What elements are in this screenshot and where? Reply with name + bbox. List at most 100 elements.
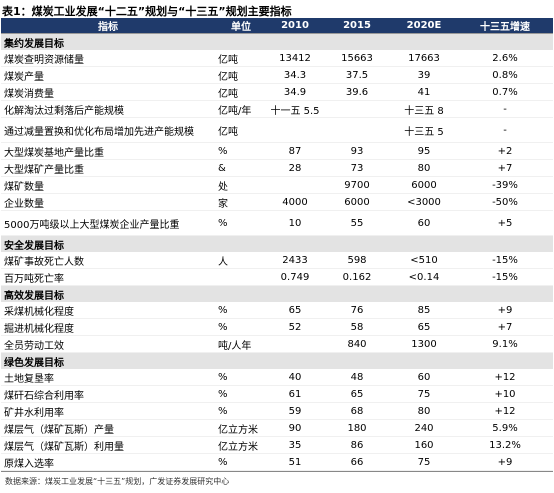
cell: +12	[457, 402, 553, 420]
cell: 59	[267, 402, 323, 420]
cell	[267, 117, 323, 143]
cell: 亿立方米	[215, 436, 267, 454]
cell: -	[457, 100, 553, 118]
cell: 大型煤炭基地产量比重	[1, 142, 215, 160]
cell: 掘进机械化程度	[1, 318, 215, 336]
data-row: 大型煤矿产量比重 & 28 73 80 +7	[1, 159, 553, 177]
cell: -15%	[457, 268, 553, 286]
cell: 34.9	[267, 83, 323, 101]
cell: 61	[267, 385, 323, 403]
cell: 60	[391, 210, 457, 236]
cell: 0.8%	[457, 66, 553, 84]
cell: 180	[323, 419, 391, 437]
cell: 65	[391, 318, 457, 336]
cell: %	[215, 385, 267, 403]
cell: 2433	[267, 252, 323, 269]
cell: -	[457, 117, 553, 143]
cell: 5000万吨级以上大型煤炭企业产量比重	[1, 210, 215, 236]
section-row: 集约发展目标	[1, 33, 553, 50]
section-title: 集约发展目标	[1, 33, 553, 50]
header-cell: 单位	[215, 18, 267, 34]
cell: 煤炭消费量	[1, 83, 215, 101]
data-row: 煤炭消费量 亿吨 34.9 39.6 41 0.7%	[1, 83, 553, 101]
cell: 66	[323, 453, 391, 471]
cell: 家	[215, 193, 267, 211]
section-title: 高效发展目标	[1, 285, 553, 302]
cell: 17663	[391, 50, 457, 67]
cell: 75	[391, 453, 457, 471]
cell	[323, 100, 391, 118]
cell: 40	[267, 369, 323, 386]
cell: -50%	[457, 193, 553, 211]
cell: 39	[391, 66, 457, 84]
cell	[215, 268, 267, 286]
cell: 煤层气（煤矿瓦斯）利用量	[1, 436, 215, 454]
data-row: 煤层气（煤矿瓦斯）利用量 亿立方米 35 86 160 13.2%	[1, 436, 553, 454]
cell: 65	[323, 385, 391, 403]
section-title: 绿色发展目标	[1, 352, 553, 369]
header-cell: 十三五增速	[457, 18, 553, 34]
cell: 十三五 5	[391, 117, 457, 143]
cell: 13412	[267, 50, 323, 67]
header-cell: 2015	[323, 18, 391, 34]
data-row: 采煤机械化程度% 65 76 85 +9	[1, 302, 553, 319]
source: 数据来源：煤炭工业发展“十三五”规划，广发证券发展研究中心	[1, 471, 553, 491]
data-row: 企业数量家 4000 6000 <3000 -50%	[1, 193, 553, 211]
cell: +5	[457, 210, 553, 236]
data-row: 5000万吨级以上大型煤炭企业产量比重% 10 55 60 +5	[1, 210, 553, 236]
cell: +7	[457, 318, 553, 336]
data-row: 煤炭查明资源储量 亿吨 13412 15663 17663 2.6%	[1, 50, 553, 67]
cell: 0.7%	[457, 83, 553, 101]
cell: %	[215, 402, 267, 420]
cell: 处	[215, 176, 267, 194]
cell: 煤炭产量	[1, 66, 215, 84]
cell: 土地复垦率	[1, 369, 215, 386]
data-row: 化解淘汰过剩落后产能规模 亿吨/年 十一五 5.5 十三五 8-	[1, 100, 553, 118]
cell: 13.2%	[457, 436, 553, 454]
cell: 煤矿事故死亡人数	[1, 252, 215, 269]
table: 指标 单位 2010 2015 2020E 十三五增速 集约发展目标 煤炭查明资源储量 亿吨 13…	[1, 18, 553, 471]
cell: 6000	[391, 176, 457, 194]
header-row: 指标 单位 2010 2015 2020E 十三五增速	[1, 18, 553, 34]
cell: 0.162	[323, 268, 391, 286]
cell: 37.5	[323, 66, 391, 84]
cell: 28	[267, 159, 323, 177]
cell: 55	[323, 210, 391, 236]
cell: 87	[267, 142, 323, 160]
cell: 51	[267, 453, 323, 471]
data-row: 煤矸石综合利用率% 61 65 75 +10	[1, 385, 553, 403]
cell: -15%	[457, 252, 553, 269]
cell: 原煤入选率	[1, 453, 215, 471]
cell: 58	[323, 318, 391, 336]
cell: 矿井水利用率	[1, 402, 215, 420]
cell: 6000	[323, 193, 391, 211]
data-row: 土地复垦率% 40 48 60 +12	[1, 369, 553, 386]
cell: +12	[457, 369, 553, 386]
cell: 76	[323, 302, 391, 319]
cell: 煤炭查明资源储量	[1, 50, 215, 67]
section-row: 绿色发展目标	[1, 352, 553, 369]
cell: 亿吨	[215, 66, 267, 84]
cell: 大型煤矿产量比重	[1, 159, 215, 177]
cell	[323, 117, 391, 143]
cell	[267, 335, 323, 353]
cell: 52	[267, 318, 323, 336]
cell: 5.9%	[457, 419, 553, 437]
cell: &	[215, 159, 267, 177]
cell: 2.6%	[457, 50, 553, 67]
cell: %	[215, 210, 267, 236]
data-row: 掘进机械化程度% 52 58 65 +7	[1, 318, 553, 336]
data-row: 煤炭产量 亿吨 34.3 37.5 39 0.8%	[1, 66, 553, 84]
data-row: 全员劳动工效 吨/人年 840 1300 9.1%	[1, 335, 553, 353]
cell: 73	[323, 159, 391, 177]
cell: 十三五 8	[391, 100, 457, 118]
header-cell: 2020E	[391, 18, 457, 34]
cell: 9.1%	[457, 335, 553, 353]
cell: 35	[267, 436, 323, 454]
cell: 0.749	[267, 268, 323, 286]
data-row: 大型煤炭基地产量比重% 87 93 95 +2	[1, 142, 553, 160]
cell: +2	[457, 142, 553, 160]
cell: 48	[323, 369, 391, 386]
cell: 90	[267, 419, 323, 437]
cell: 亿立方米	[215, 419, 267, 437]
